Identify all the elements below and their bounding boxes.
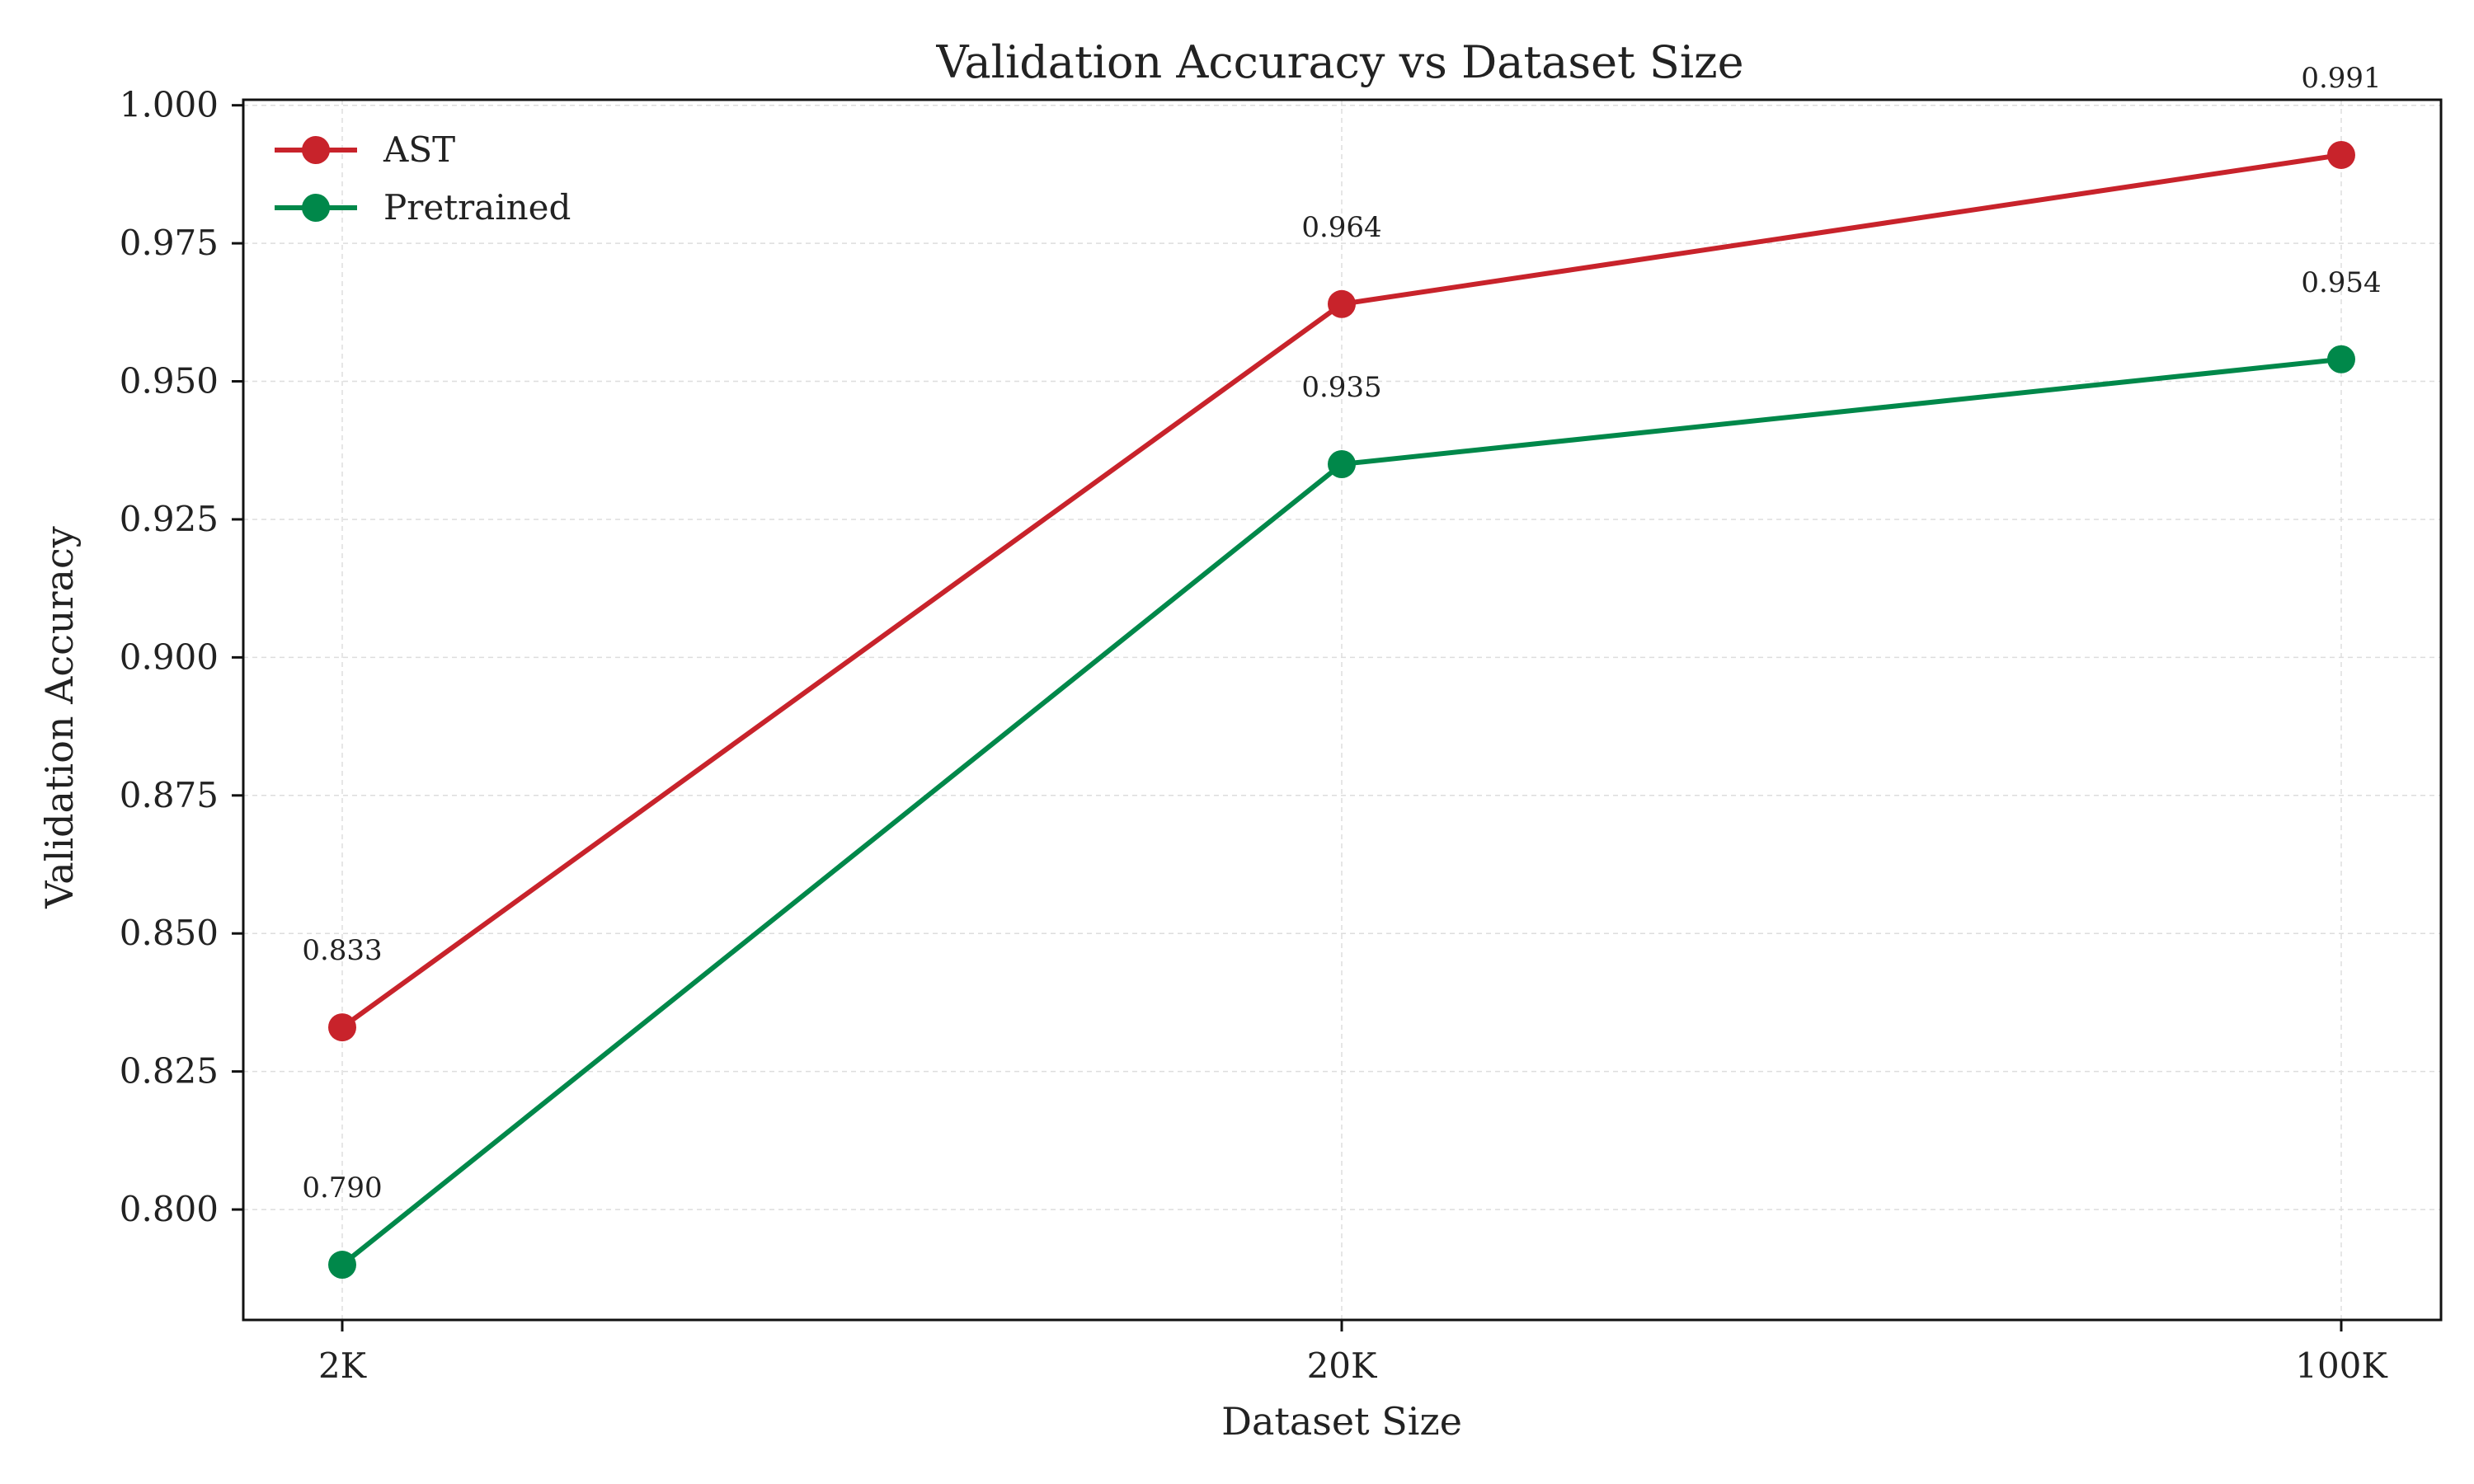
y-tick-label: 0.975	[120, 223, 219, 263]
data-label: 0.991	[2301, 62, 2381, 95]
x-tick-label: 20K	[1307, 1345, 1378, 1386]
legend-label: Pretrained	[383, 187, 571, 228]
y-tick-label: 0.850	[120, 913, 219, 953]
series-pretrained: 0.790 0.935 0.954	[302, 266, 2382, 1280]
grid	[243, 100, 2441, 1320]
axis-ticks: 0.800 0.825 0.850 0.875 0.900 0.925 0.950 0.975…	[120, 85, 2389, 1386]
data-point	[1328, 449, 1356, 478]
y-tick-label: 0.900	[120, 636, 219, 677]
data-label: 0.935	[1301, 371, 1381, 404]
legend-item-ast: AST	[275, 129, 455, 170]
legend: AST Pretrained	[275, 129, 571, 228]
y-tick-label: 0.875	[120, 775, 219, 815]
series-layer: 0.833 0.964 0.991 0.790 0.935 0.954	[302, 62, 2382, 1280]
y-tick-label: 0.800	[120, 1189, 219, 1229]
y-tick-label: 0.825	[120, 1051, 219, 1092]
x-tick-label: 2K	[318, 1345, 368, 1386]
legend-marker	[302, 136, 330, 164]
y-tick-label: 0.950	[120, 361, 219, 402]
legend-marker	[302, 194, 330, 222]
data-point	[1328, 289, 1356, 318]
data-label: 0.954	[2301, 266, 2381, 299]
data-point	[2327, 345, 2355, 373]
data-label: 0.790	[302, 1172, 382, 1205]
y-tick-label: 0.925	[120, 499, 219, 539]
series-ast: 0.833 0.964 0.991	[302, 62, 2382, 1042]
data-point	[328, 1013, 356, 1042]
data-label: 0.964	[1301, 211, 1381, 244]
data-label: 0.833	[302, 934, 382, 967]
x-axis-label: Dataset Size	[1221, 1399, 1462, 1444]
y-tick-label: 1.000	[120, 85, 219, 125]
data-point	[2327, 140, 2355, 169]
x-tick-label: 100K	[2295, 1345, 2388, 1386]
chart-title: Validation Accuracy vs Dataset Size	[935, 36, 1743, 88]
legend-label: AST	[383, 129, 455, 170]
y-axis-label: Validation Accuracy	[37, 526, 82, 909]
data-point	[328, 1251, 356, 1280]
legend-item-pretrained: Pretrained	[275, 187, 571, 228]
